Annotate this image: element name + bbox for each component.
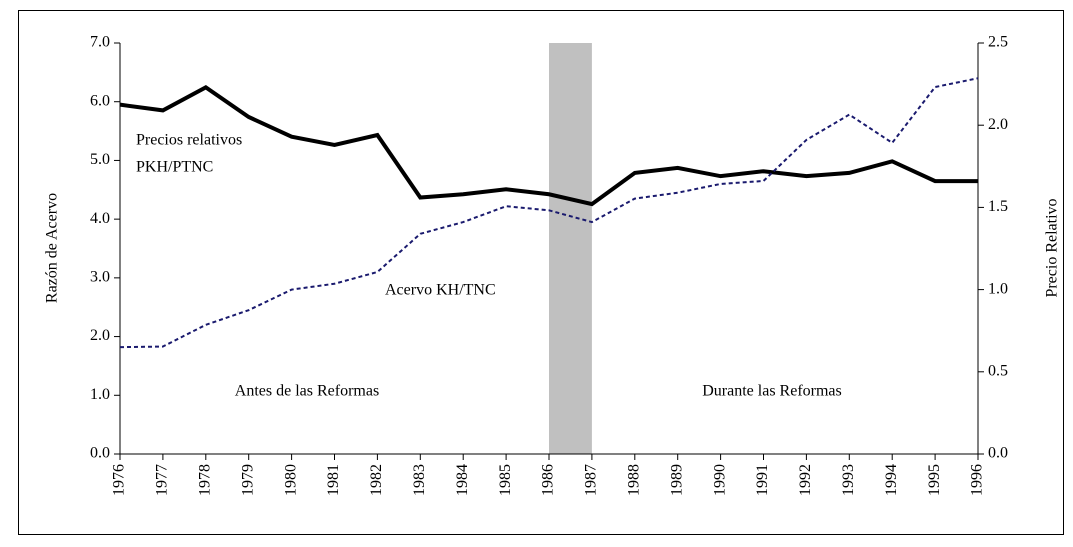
x-tick-label: 1995: [926, 464, 943, 496]
frame: [18, 10, 1064, 535]
x-tick-label: 1990: [711, 464, 728, 496]
y-tick-label: 7.0: [90, 34, 110, 51]
y2-tick-label: 0.0: [988, 445, 1008, 462]
annotation: Durante las Reformas: [702, 383, 842, 400]
annotation: PKH/PTNC: [136, 159, 213, 176]
x-tick-label: 1981: [325, 464, 342, 496]
annotation: Precios relativos: [136, 132, 242, 149]
y2-tick-label: 1.0: [988, 280, 1008, 297]
y-tick-label: 2.0: [90, 327, 110, 344]
y-tick-label: 3.0: [90, 269, 110, 286]
x-tick-label: 1982: [368, 464, 385, 496]
x-tick-label: 1986: [540, 464, 557, 496]
y2-tick-label: 1.5: [988, 198, 1008, 215]
y2-tick-label: 2.0: [988, 116, 1008, 133]
y-tick-label: 5.0: [90, 151, 110, 168]
y2-tick-label: 0.5: [988, 362, 1008, 379]
x-tick-label: 1976: [111, 464, 128, 496]
annotation: Acervo KH/TNC: [385, 282, 496, 299]
annotation: Antes de las Reformas: [235, 383, 379, 400]
line-series: [119, 77, 979, 349]
y2-tick-label: 2.5: [988, 34, 1008, 51]
x-tick-label: 1977: [154, 464, 171, 496]
y-tick-label: 0.0: [90, 445, 110, 462]
x-tick-label: 1992: [797, 464, 814, 496]
line-series: [119, 85, 978, 207]
x-tick-label: 1985: [497, 464, 514, 496]
y-axis-label: Razón de Acervo: [44, 193, 61, 303]
x-tick-label: 1987: [583, 464, 600, 496]
x-tick-label: 1978: [196, 464, 213, 496]
x-tick-label: 1979: [239, 464, 256, 496]
x-tick-label: 1993: [840, 464, 857, 496]
x-tick-label: 1980: [282, 464, 299, 496]
y-tick-label: 4.0: [90, 210, 110, 227]
y2-axis-label: Precio Relativo: [1044, 198, 1061, 297]
x-tick-label: 1991: [754, 464, 771, 496]
x-tick-label: 1984: [454, 464, 471, 496]
x-tick-label: 1989: [668, 464, 685, 496]
y-tick-label: 1.0: [90, 386, 110, 403]
shaded-region: [549, 43, 592, 454]
x-tick-label: 1994: [883, 464, 900, 496]
x-tick-label: 1983: [411, 464, 428, 496]
x-tick-label: 1996: [969, 464, 986, 496]
y-tick-label: 6.0: [90, 92, 110, 109]
x-tick-label: 1988: [625, 464, 642, 496]
